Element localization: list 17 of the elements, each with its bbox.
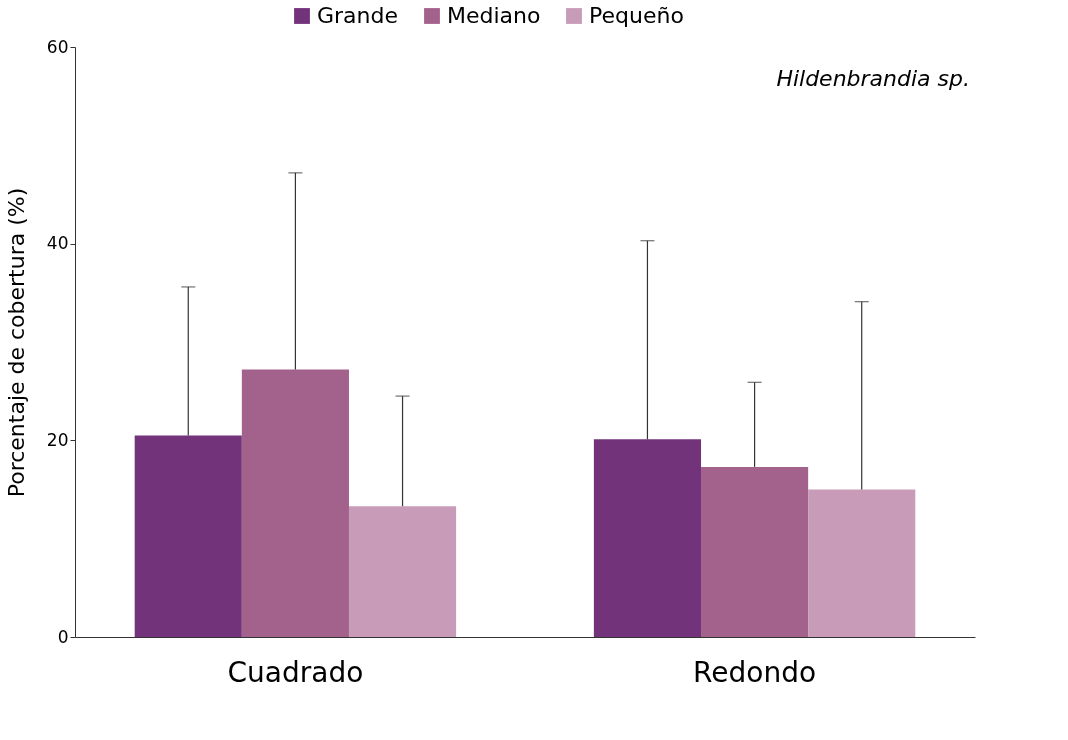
legend-label: Pequeño [589, 3, 684, 28]
bar [701, 466, 809, 637]
bar [241, 369, 349, 637]
y-tick-label: 40 [46, 233, 69, 254]
bar [593, 439, 702, 637]
y-tick-label: 60 [46, 36, 69, 57]
y-tick-label: 20 [46, 429, 69, 450]
bar [348, 506, 457, 637]
legend-label: Mediano [447, 3, 541, 28]
x-tick-label: Cuadrado [227, 655, 364, 689]
legend-label: Grande [317, 3, 399, 28]
y-tick-label: 0 [57, 626, 69, 647]
y-axis-title: Porcentaje de cobertura (%) [3, 187, 29, 498]
bar [134, 435, 242, 637]
x-tick-label: Redondo [693, 655, 817, 689]
bar [808, 489, 916, 637]
annotation: Hildenbrandia sp. [776, 66, 970, 91]
